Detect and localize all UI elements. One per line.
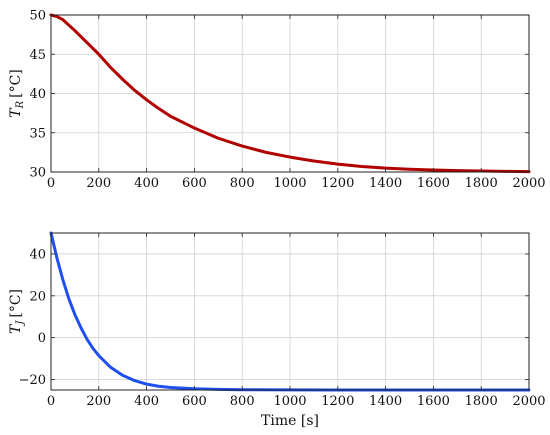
- x-tick-label: 2000: [512, 394, 545, 409]
- x-tick-label: 1200: [321, 394, 354, 409]
- y-axis-title-unit: [°C]: [8, 289, 24, 318]
- y-tick-label: 20: [29, 289, 46, 304]
- x-tick-label: 1400: [369, 394, 402, 409]
- y-axis-title: TJ [°C]: [8, 289, 26, 334]
- x-axis-title: Time [s]: [261, 413, 319, 429]
- x-tick-label: 600: [182, 394, 207, 409]
- series-line-0-0: [49, 13, 531, 174]
- chart-panel-1: 0 200 400 600 800 1000 1200 1400 1600 1800 2000−20…: [8, 231, 546, 429]
- x-tick-label: 200: [86, 394, 111, 409]
- y-tick-label: 30: [29, 166, 46, 181]
- y-tick-label: 35: [29, 126, 46, 141]
- x-tick-label: 400: [134, 176, 159, 191]
- x-tick-label: 400: [134, 394, 159, 409]
- y-axis-title-symbol: T: [8, 323, 24, 334]
- y-tick-label: 45: [29, 48, 46, 63]
- x-tick-label: 800: [230, 176, 255, 191]
- x-tick-label: 1400: [369, 176, 402, 191]
- y-axis-title: TR [°C]: [8, 69, 26, 118]
- y-tick-label: 40: [29, 247, 46, 262]
- y-tick-label: 40: [29, 87, 46, 102]
- x-tick-label: 0: [47, 394, 55, 409]
- chart-panel-0: 0 200 400 600 800 1000 1200 1400 1600 1800 2000 30 3…: [8, 9, 546, 192]
- x-tick-label: 1200: [321, 176, 354, 191]
- y-axis-title-subscript: J: [15, 320, 26, 327]
- x-tick-label: 1000: [273, 394, 306, 409]
- x-tick-label: 1600: [417, 394, 450, 409]
- x-tick-label: 1800: [465, 394, 498, 409]
- y-axis-title-subscript: R: [15, 100, 26, 109]
- y-axis-title-unit: [°C]: [8, 69, 24, 98]
- x-tick-label: 0: [47, 176, 55, 191]
- y-tick-label: 0: [38, 331, 46, 346]
- x-tick-label: 800: [230, 394, 255, 409]
- x-tick-label: 600: [182, 176, 207, 191]
- x-tick-label: 200: [86, 176, 111, 191]
- x-tick-label: 1800: [465, 176, 498, 191]
- y-axis-title-symbol: T: [8, 107, 24, 118]
- x-tick-label: 1000: [273, 176, 306, 191]
- x-tick-label: 1600: [417, 176, 450, 191]
- y-tick-label: −20: [19, 373, 46, 388]
- x-tick-label: 2000: [512, 176, 545, 191]
- y-tick-label: 50: [29, 9, 46, 24]
